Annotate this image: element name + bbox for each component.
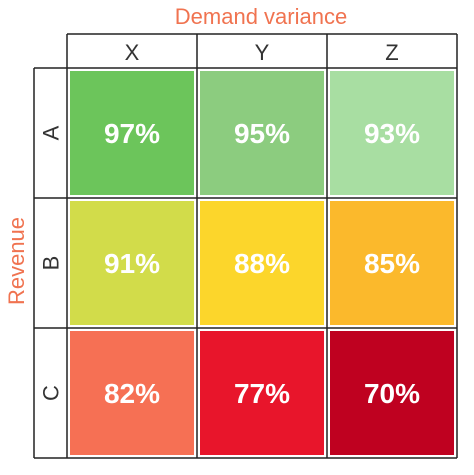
heatmap-cell xyxy=(330,201,454,325)
heatmap-cell xyxy=(200,71,324,195)
heatmap-cell xyxy=(200,201,324,325)
column-header: X xyxy=(125,40,140,65)
y-axis-title: Revenue xyxy=(4,217,29,305)
heatmap-cell xyxy=(70,331,194,455)
cell-value-label: 85% xyxy=(364,248,420,279)
column-header: Z xyxy=(385,40,398,65)
heatmap-cell xyxy=(330,331,454,455)
row-header: C xyxy=(39,385,64,401)
heatmap-cell xyxy=(330,71,454,195)
cell-value-label: 97% xyxy=(104,118,160,149)
cell-value-label: 77% xyxy=(234,378,290,409)
row-header: A xyxy=(39,125,64,140)
heatmap-cell xyxy=(200,331,324,455)
cell-value-label: 70% xyxy=(364,378,420,409)
cell-value-label: 93% xyxy=(364,118,420,149)
column-header: Y xyxy=(255,40,270,65)
cell-value-label: 91% xyxy=(104,248,160,279)
cell-value-label: 95% xyxy=(234,118,290,149)
cell-value-label: 88% xyxy=(234,248,290,279)
heatmap-cell xyxy=(70,201,194,325)
row-header: B xyxy=(39,256,64,271)
cell-value-label: 82% xyxy=(104,378,160,409)
chart-title: Demand variance xyxy=(175,4,347,29)
heatmap-cell xyxy=(70,71,194,195)
